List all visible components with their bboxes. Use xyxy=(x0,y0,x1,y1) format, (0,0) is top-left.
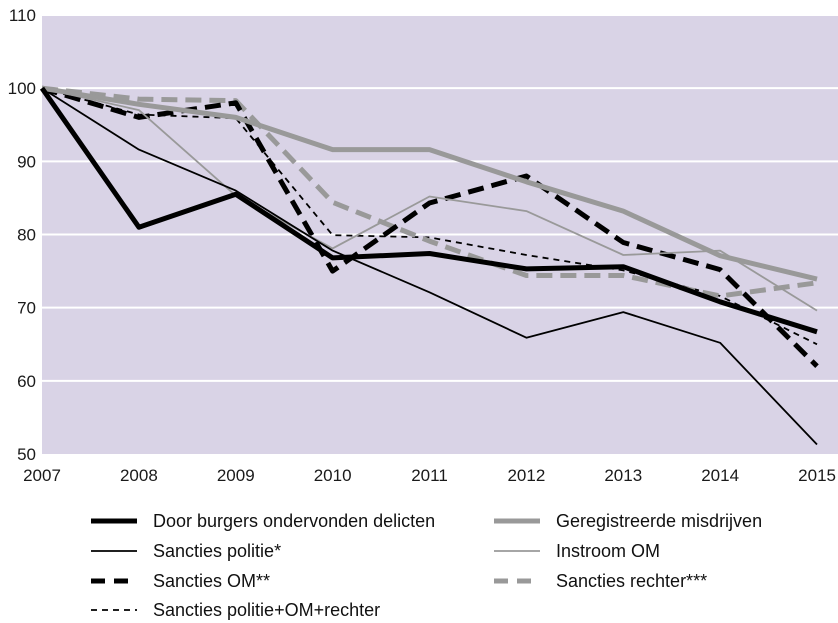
legend-label: Sancties OM** xyxy=(153,571,270,591)
legend-label: Sancties politie+OM+rechter xyxy=(153,600,380,620)
legend-label: Instroom OM xyxy=(556,541,660,561)
x-tick-label: 2012 xyxy=(507,466,545,485)
series-lines xyxy=(39,85,819,446)
x-tick-label: 2013 xyxy=(604,466,642,485)
x-axis-ticks: 2007 2008 2009 2010 2011 2012 2013 2014 2015 xyxy=(23,466,836,485)
y-tick-label: 110 xyxy=(9,6,36,25)
series-line-2 xyxy=(41,85,818,282)
y-tick-label: 90 xyxy=(17,152,36,171)
series-line-4 xyxy=(41,87,818,312)
y-tick-label: 70 xyxy=(17,299,36,318)
legend-label: Sancties rechter*** xyxy=(556,571,707,591)
legend-label: Geregistreerde misdrijven xyxy=(556,511,762,531)
y-tick-label: 80 xyxy=(17,226,36,245)
y-tick-label: 60 xyxy=(17,372,36,391)
x-tick-label: 2010 xyxy=(314,466,352,485)
x-tick-label: 2009 xyxy=(217,466,255,485)
legend-label: Sancties politie* xyxy=(153,541,281,561)
x-tick-label: 2015 xyxy=(798,466,836,485)
legend-label: Door burgers ondervonden delicten xyxy=(153,511,435,531)
x-tick-label: 2007 xyxy=(23,466,61,485)
series-line-5 xyxy=(41,85,819,368)
legend: Door burgers ondervonden delicten Geregis… xyxy=(91,511,762,620)
y-axis-ticks: 50 60 70 80 90 100 110 xyxy=(8,6,36,464)
x-tick-label: 2011 xyxy=(411,466,448,485)
series-line-1 xyxy=(39,86,818,335)
gridlines xyxy=(42,14,838,382)
y-tick-label: 50 xyxy=(17,445,36,464)
y-tick-label: 100 xyxy=(8,79,36,98)
x-tick-label: 2008 xyxy=(120,466,158,485)
series-line-3 xyxy=(41,87,818,446)
x-tick-label: 2014 xyxy=(701,466,739,485)
